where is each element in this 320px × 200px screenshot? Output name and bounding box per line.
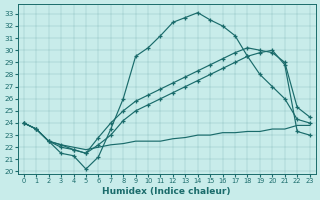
X-axis label: Humidex (Indice chaleur): Humidex (Indice chaleur) (102, 187, 231, 196)
